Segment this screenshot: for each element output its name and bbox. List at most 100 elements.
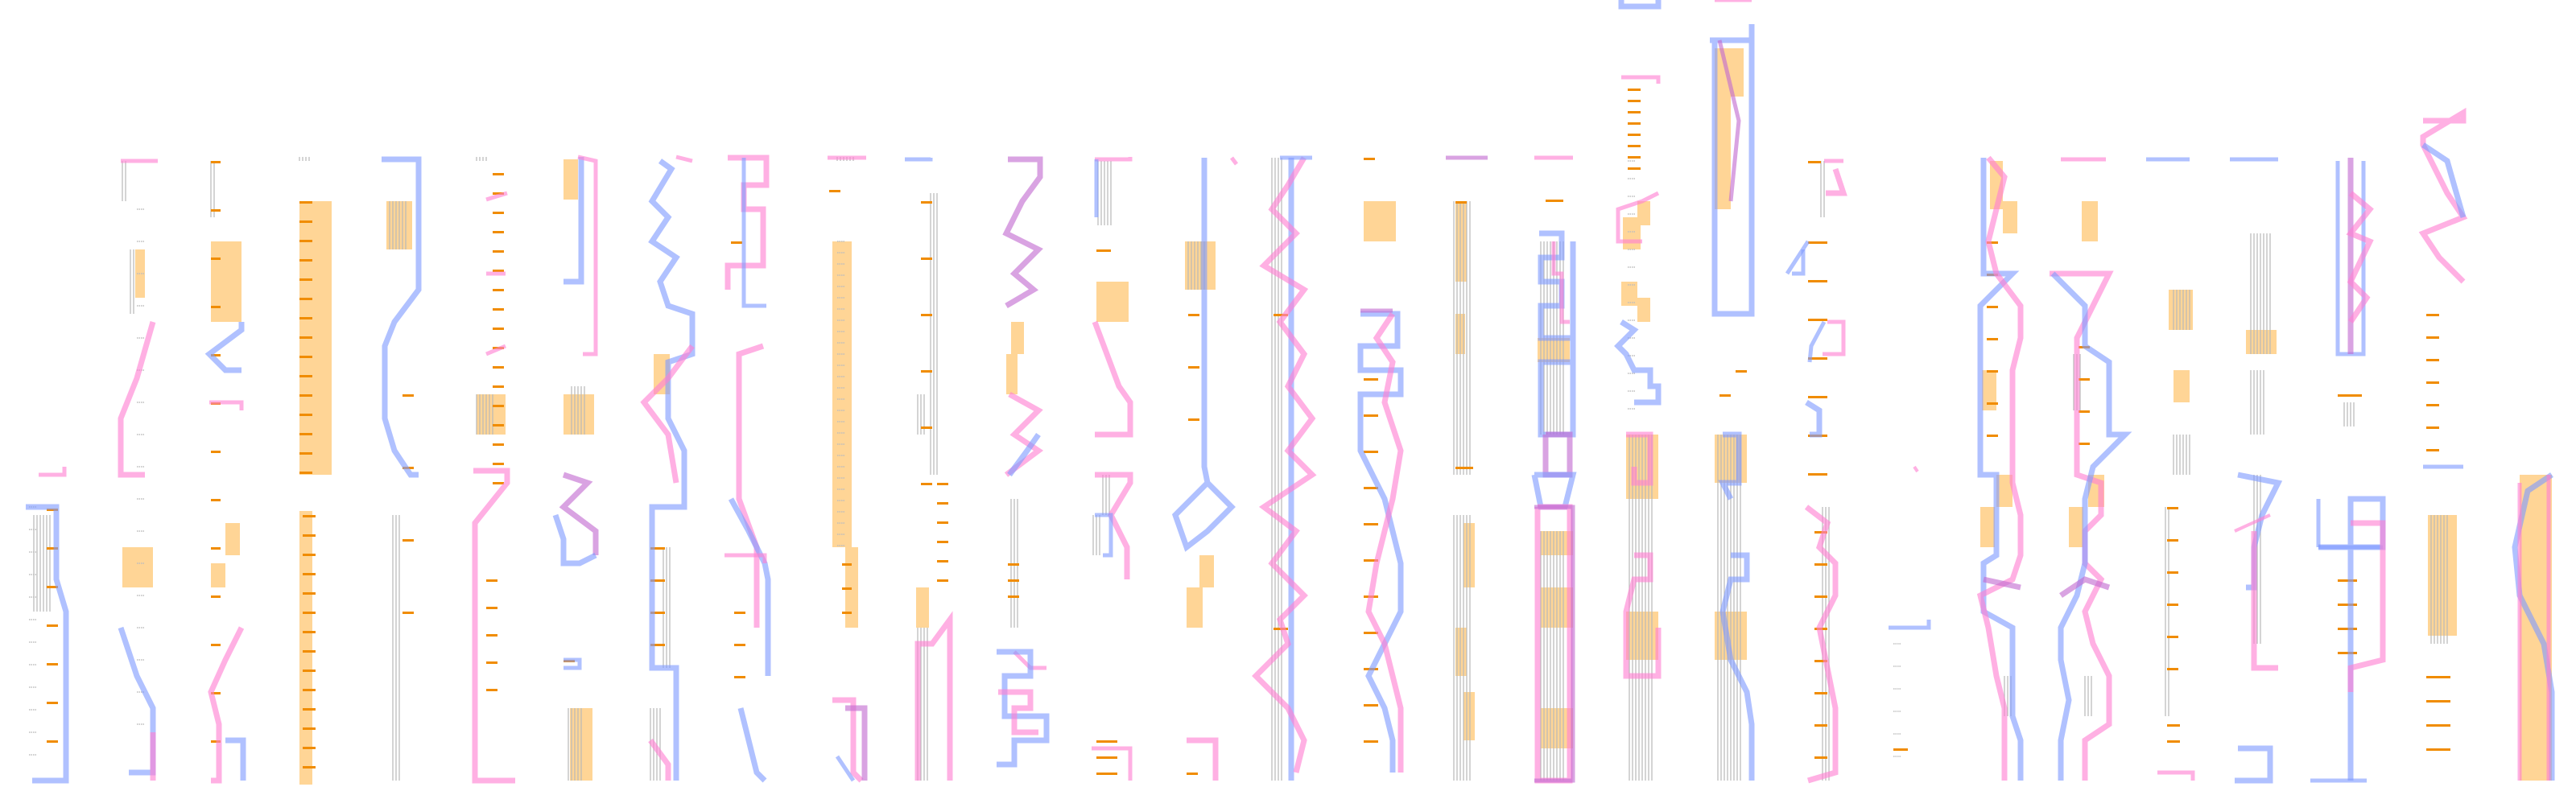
orange-tick xyxy=(1096,249,1111,252)
path-pink xyxy=(1804,505,1839,784)
path-pink xyxy=(577,155,598,356)
orange-tick xyxy=(842,563,852,566)
path-pink xyxy=(1095,472,1133,579)
orange-tick xyxy=(2426,314,2439,316)
orange-block xyxy=(2174,370,2190,402)
orange-tick xyxy=(211,692,221,694)
orange-tick xyxy=(1808,473,1827,476)
path-pink xyxy=(724,553,767,563)
orange-tick xyxy=(2426,449,2439,451)
orange-tick xyxy=(299,201,312,204)
orange-tick xyxy=(921,370,932,373)
path-pink xyxy=(1004,391,1044,477)
orange-tick xyxy=(2426,700,2450,703)
orange-tick xyxy=(299,394,312,397)
orange-tick xyxy=(2167,604,2178,606)
path-pink xyxy=(675,155,693,163)
orange-tick xyxy=(493,289,504,291)
orange-tick xyxy=(299,220,312,223)
orange-tick xyxy=(493,385,504,388)
orange-tick xyxy=(1628,156,1641,159)
path-purple xyxy=(2059,576,2111,598)
orange-block xyxy=(211,241,242,322)
orange-tick xyxy=(2338,652,2357,654)
orange-tick xyxy=(937,541,948,543)
path-pink xyxy=(1616,191,1660,244)
path-pink xyxy=(1621,75,1661,84)
orange-tick xyxy=(303,534,316,537)
path-blue xyxy=(118,626,156,776)
orange-block xyxy=(2082,201,2098,241)
path-blue xyxy=(1095,513,1113,558)
orange-tick xyxy=(211,354,221,356)
orange-block xyxy=(1364,201,1396,241)
path-blue xyxy=(1710,24,1755,317)
path-pink xyxy=(209,400,244,410)
orange-tick xyxy=(2426,748,2450,751)
path-blue xyxy=(835,755,856,782)
orange-block xyxy=(1729,48,1744,97)
orange-block xyxy=(1006,354,1018,394)
orange-tick xyxy=(2167,507,2178,509)
orange-block xyxy=(1982,370,1996,410)
orange-tick xyxy=(1814,692,1827,694)
orange-tick xyxy=(493,212,504,214)
path-purple xyxy=(559,472,599,555)
path-blue xyxy=(204,322,245,373)
orange-tick xyxy=(1546,200,1563,202)
orange-tick xyxy=(47,740,58,743)
orange-tick xyxy=(1008,595,1019,598)
path-blue xyxy=(1531,472,1577,510)
orange-tick xyxy=(211,595,221,598)
orange-tick xyxy=(2338,604,2357,606)
orange-tick xyxy=(2167,740,2180,743)
orange-tick xyxy=(47,586,58,588)
orange-tick xyxy=(493,424,504,426)
orange-tick xyxy=(1364,632,1378,634)
orange-tick xyxy=(937,521,948,524)
orange-tick xyxy=(2338,394,2362,397)
orange-block xyxy=(832,241,852,547)
orange-tick xyxy=(303,650,316,653)
path-purple xyxy=(845,705,868,781)
path-purple xyxy=(1002,156,1043,309)
orange-tick xyxy=(1987,241,1998,244)
path-pink xyxy=(1823,319,1846,356)
orange-block xyxy=(1463,523,1475,587)
orange-tick xyxy=(303,515,316,517)
path-pink xyxy=(1826,167,1847,196)
path-blue xyxy=(1792,249,1806,276)
orange-tick xyxy=(731,241,742,244)
orange-block xyxy=(1463,692,1475,740)
orange-tick xyxy=(1628,89,1641,91)
orange-tick xyxy=(299,356,312,358)
orange-tick xyxy=(1893,748,1908,751)
path-layer xyxy=(26,0,2555,784)
orange-tick xyxy=(493,443,504,446)
path-pink xyxy=(485,344,506,356)
orange-tick xyxy=(1808,357,1827,360)
path-pink xyxy=(2346,191,2374,323)
path-pink xyxy=(1623,552,1662,679)
orange-tick xyxy=(1096,740,1117,743)
orange-tick xyxy=(1987,338,1998,340)
orange-tick xyxy=(1188,314,1199,316)
orange-tick xyxy=(1455,201,1467,204)
orange-tick xyxy=(211,258,221,260)
orange-tick xyxy=(650,547,665,550)
orange-tick xyxy=(1364,451,1378,453)
path-pink xyxy=(1365,312,1404,773)
path-pink xyxy=(832,697,864,783)
path-blue xyxy=(1807,320,1827,363)
orange-tick xyxy=(1364,487,1378,489)
orange-block xyxy=(1185,241,1216,290)
orange-tick xyxy=(493,405,504,407)
orange-block xyxy=(564,394,594,435)
orange-tick xyxy=(493,250,504,253)
path-pink xyxy=(2251,531,2278,671)
orange-tick xyxy=(493,328,504,330)
orange-tick xyxy=(921,314,932,316)
orange-tick xyxy=(1987,370,1998,373)
orange-tick xyxy=(486,661,497,664)
path-blue xyxy=(1719,552,1755,781)
